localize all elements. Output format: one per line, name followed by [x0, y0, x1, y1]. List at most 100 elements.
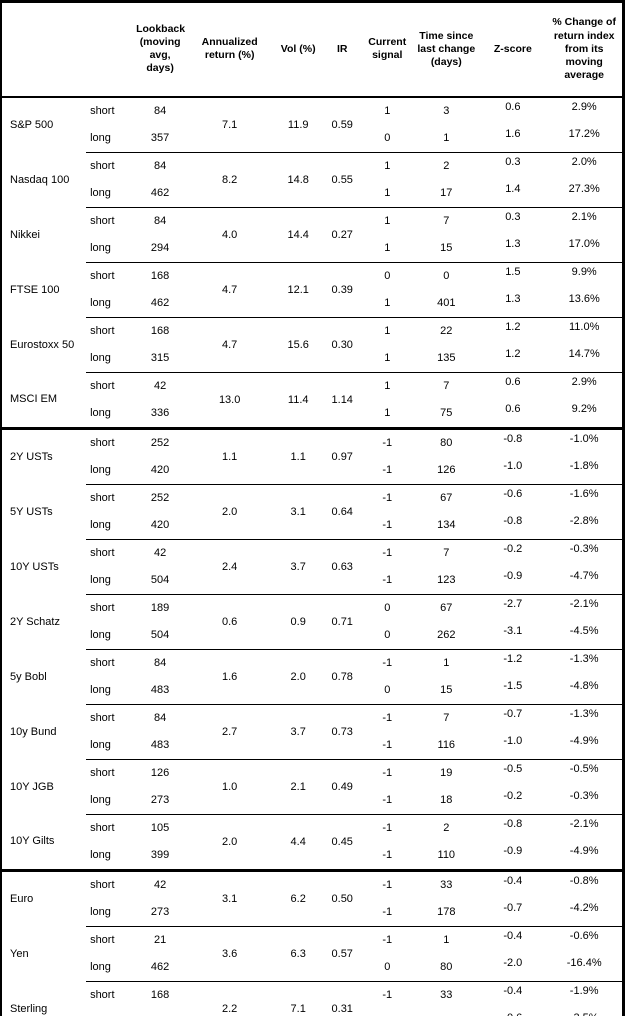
cell-z-score: -0.5 [479, 758, 547, 787]
cell-asset-name: Nikkei [10, 228, 40, 241]
cell-lookback: 42 [134, 538, 187, 567]
cell-lookback: 21 [134, 925, 187, 954]
cell-ir: 0.57 [323, 925, 362, 981]
cell-z-score: 0.6 [505, 402, 521, 415]
cell-side: short [86, 261, 135, 290]
cell-z-score: 1.2 [505, 347, 521, 360]
table-row: 5y Bobl short 84 1.6 2.0 0.78 -1 1 -1.2 -1.3% [1, 648, 624, 704]
cell-side: long [90, 574, 111, 586]
cell-pct-change: 11.0% [546, 316, 624, 345]
table-row: long 420 -1 126 -1.0 -1.8% [1, 457, 624, 485]
cell-pct-change: 2.9% [571, 100, 597, 113]
cell-pct-change: -4.5% [569, 624, 599, 637]
cell-z-score: 1.3 [505, 237, 521, 250]
cell-time-since: 126 [437, 464, 456, 476]
cell-current-signal: -1 [361, 813, 414, 842]
table-row: Euro short 42 3.1 6.2 0.50 -1 33 -0.4 -0.8% [1, 868, 624, 926]
cell-current-signal: 1 [384, 352, 391, 364]
cell-current-signal: 1 [361, 206, 414, 235]
cell-pct-change: -0.8% [546, 868, 624, 899]
table-row: long 483 -1 116 -1.0 -4.9% [1, 732, 624, 760]
cell-z-score: 0.3 [479, 206, 547, 235]
cell-lookback: 294 [134, 1009, 186, 1016]
cell-pct-change: 2.0% [546, 151, 624, 180]
cell-vol: 6.3 [273, 925, 324, 981]
cell-z-score: -0.9 [503, 569, 523, 582]
cell-current-signal: -1 [382, 794, 393, 806]
header-row: Lookback (moving avg, days) Annualized r… [1, 2, 624, 97]
table-row: 5Y USTs short 252 2.0 3.1 0.64 -1 67 -0.6 -1.6% [1, 483, 624, 539]
cell-pct-change: 2.9% [546, 371, 624, 400]
cell-vol: 2.0 [273, 648, 324, 704]
cell-current-signal: 0 [361, 593, 414, 622]
cell-time-since: 67 [413, 483, 480, 512]
table-row: long 462 0 80 -2.0 -16.4% [1, 954, 624, 982]
cell-current-signal: -1 [382, 464, 393, 476]
cell-lookback: 42 [134, 868, 187, 899]
cell-time-since: 33 [413, 980, 480, 1009]
cell-pct-change: -1.6% [546, 483, 624, 512]
table-row: Eurostoxx 50 short 168 4.7 15.6 0.30 1 22 1.2 11.… [1, 316, 624, 372]
cell-z-score: 1.5 [479, 261, 547, 290]
cell-side: short [86, 980, 135, 1009]
column-header-lookback: Lookback (moving avg, days) [136, 23, 186, 75]
cell-time-since: 80 [440, 961, 453, 973]
cell-time-since: 178 [437, 906, 456, 918]
cell-current-signal: 0 [384, 629, 391, 641]
cell-time-since: 7 [413, 206, 480, 235]
cell-asset-name: FTSE 100 [10, 283, 60, 296]
cell-annualized-return: 1.0 [186, 758, 274, 814]
cell-lookback: 273 [150, 906, 170, 918]
cell-lookback: 168 [134, 980, 187, 1009]
cell-time-since: 1 [413, 925, 480, 954]
table-row: long 483 0 15 -1.5 -4.8% [1, 677, 624, 705]
cell-lookback: 483 [150, 739, 170, 751]
cell-z-score: 1.6 [505, 127, 521, 140]
cell-time-since: 7 [413, 371, 480, 400]
cell-pct-change: 9.9% [546, 261, 624, 290]
cell-z-score: -0.4 [479, 980, 547, 1009]
cell-z-score: -1.5 [503, 679, 523, 692]
table-row: 2Y Schatz short 189 0.6 0.9 0.71 0 67 -2.7 -2.1% [1, 593, 624, 649]
cell-side: short [86, 813, 135, 842]
cell-time-since: 123 [437, 574, 456, 586]
cell-lookback: 420 [150, 464, 170, 476]
table-row: Sterling short 168 2.2 7.1 0.31 -1 33 -0.4 -1.9% [1, 980, 624, 1016]
cell-time-since: 67 [413, 593, 480, 622]
cell-pct-change: -16.4% [566, 956, 602, 969]
cell-current-signal: 0 [384, 961, 391, 973]
cell-lookback: 168 [134, 316, 187, 345]
cell-vol: 14.4 [273, 206, 324, 262]
cell-time-since: 17 [440, 187, 453, 199]
table-row: long 294 1 15 1.3 17.0% [1, 235, 624, 263]
cell-lookback: 168 [134, 261, 187, 290]
table-row: 10Y Gilts short 105 2.0 4.4 0.45 -1 2 -0.8 -2.1% [1, 813, 624, 870]
cell-lookback: 84 [153, 105, 167, 117]
cell-pct-change: -1.3% [546, 703, 624, 732]
cell-vol: 1.1 [273, 426, 324, 484]
cell-pct-change: -4.7% [569, 569, 599, 582]
cell-time-since: 15 [440, 684, 453, 696]
cell-ir: 0.31 [323, 980, 362, 1016]
cell-z-score: -0.4 [479, 925, 547, 954]
cell-ir: 0.73 [323, 703, 362, 759]
cell-current-signal: -1 [382, 519, 393, 531]
cell-z-score: -3.1 [503, 624, 523, 637]
cell-side: long [90, 242, 111, 254]
table-row: long 504 0 262 -3.1 -4.5% [1, 622, 624, 650]
cell-current-signal: 0 [384, 132, 391, 144]
cell-pct-change: -2.1% [546, 813, 624, 842]
cell-z-score: -0.4 [479, 868, 547, 899]
cell-time-since: 75 [440, 407, 453, 419]
column-header-asset [1, 2, 86, 97]
cell-current-signal: -1 [361, 703, 414, 732]
cell-side: long [90, 352, 111, 364]
cell-side: short [86, 538, 135, 567]
cell-vol: 14.8 [273, 151, 324, 207]
table-row: long 504 -1 123 -0.9 -4.7% [1, 567, 624, 595]
cell-side: long [90, 519, 111, 531]
cell-current-signal: 1 [384, 242, 391, 254]
cell-pct-change: 2.1% [546, 206, 624, 235]
cell-z-score: 1.4 [505, 182, 521, 195]
cell-annualized-return: 7.1 [222, 118, 238, 131]
